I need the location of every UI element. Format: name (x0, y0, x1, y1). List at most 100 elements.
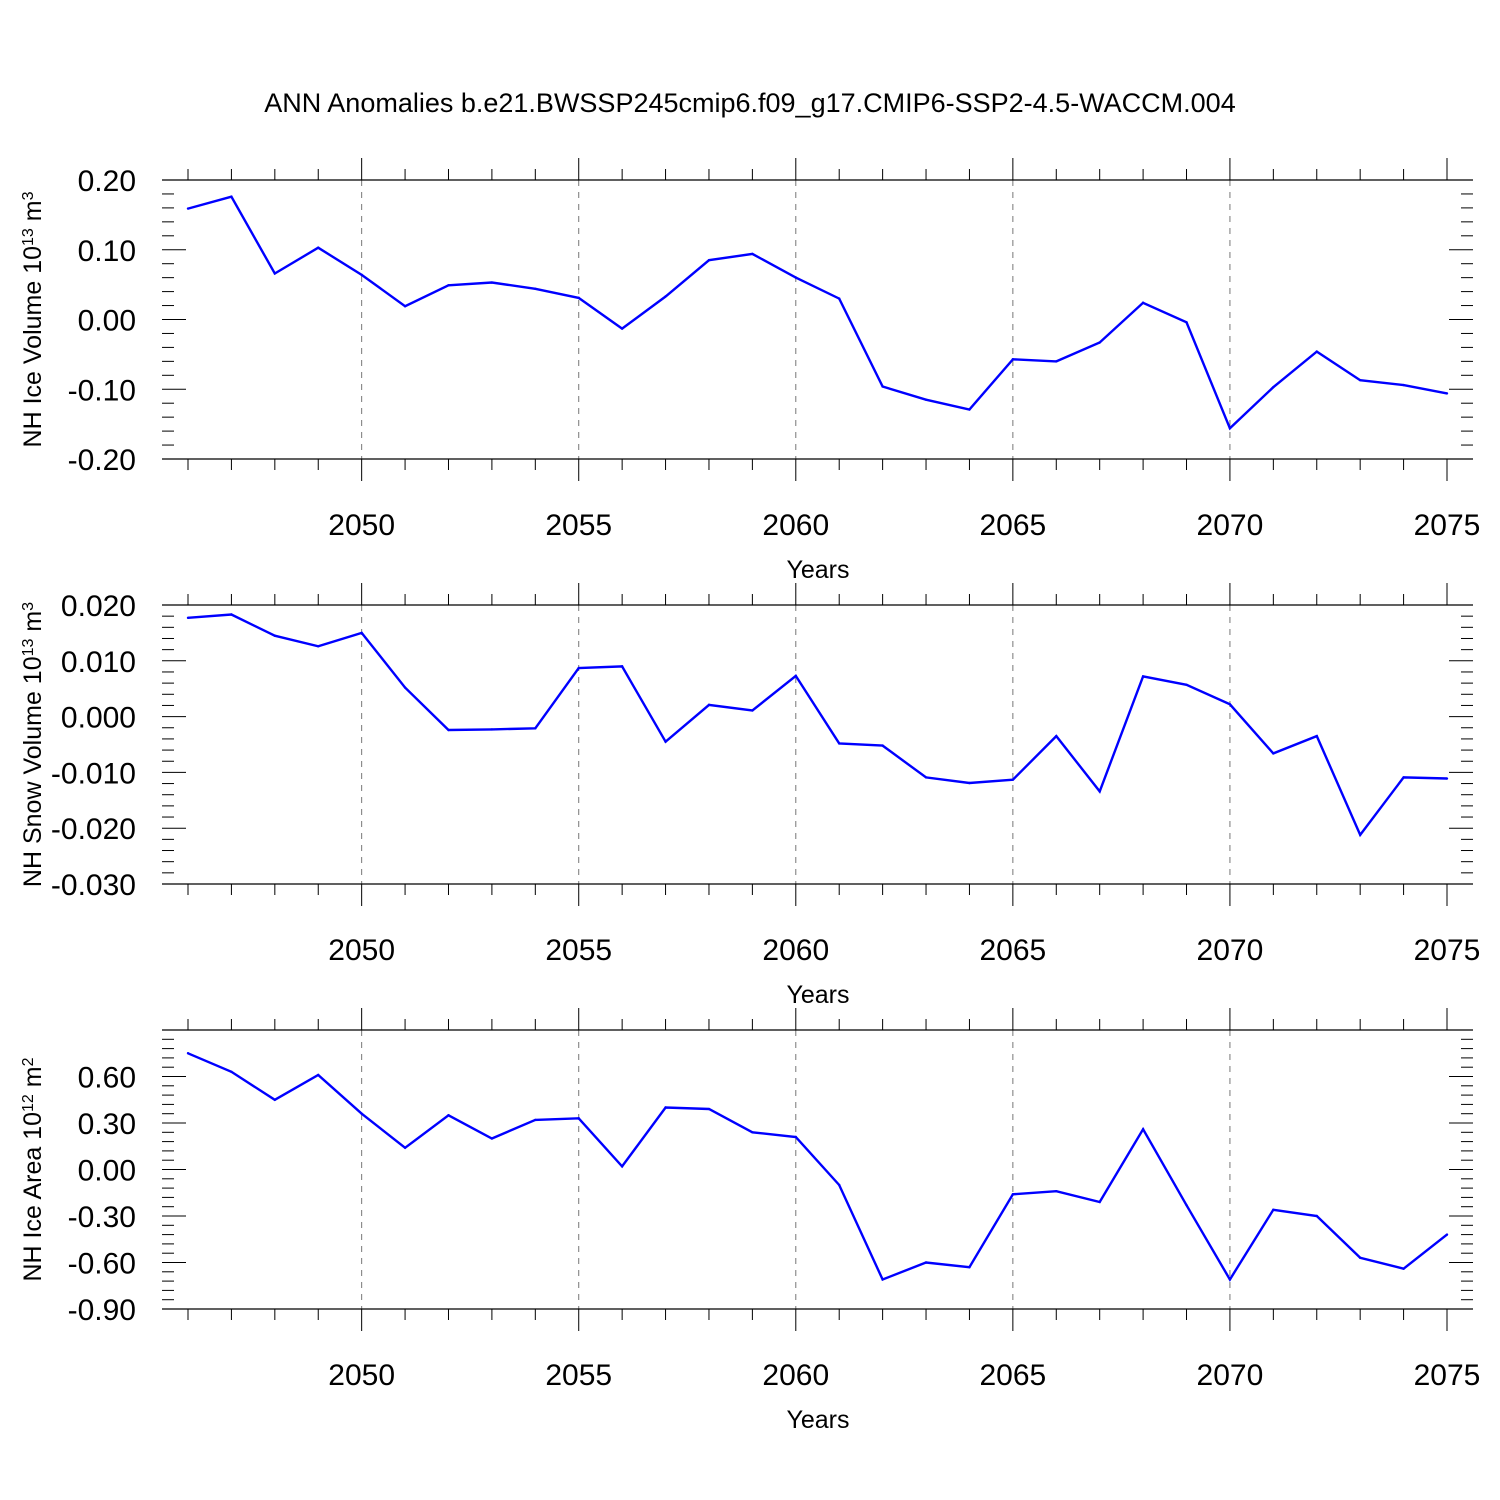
series-line (187, 613, 1448, 838)
data-point (1228, 703, 1232, 706)
data-point (1402, 1267, 1405, 1270)
x-tick-label: 2055 (545, 934, 612, 967)
y-tick-label: -0.30 (68, 1201, 136, 1234)
y-axis-label-superscript: 3 (20, 602, 37, 611)
y-axis-label-superscript: 13 (20, 228, 37, 246)
data-point (447, 1114, 450, 1117)
data-point (620, 327, 624, 330)
data-point (707, 703, 711, 707)
y-axis-label-superscript: 3 (20, 191, 37, 200)
x-tick-label: 2050 (328, 1359, 395, 1392)
data-point (577, 1117, 580, 1120)
data-point (403, 305, 407, 308)
data-point (360, 1112, 363, 1115)
y-tick-label: -0.90 (68, 1294, 136, 1327)
data-point (186, 207, 190, 210)
data-point (1272, 752, 1275, 755)
data-point (794, 276, 797, 279)
x-tick-label: 2050 (328, 509, 395, 542)
y-axis-label-part: NH Ice Volume 10 (19, 246, 47, 448)
data-point (968, 781, 971, 785)
data-point (317, 1073, 320, 1077)
data-point (186, 616, 190, 620)
data-point (360, 273, 363, 277)
data-point (273, 1098, 277, 1101)
y-axis-label-part: m (19, 1066, 47, 1094)
y-axis-label-part: m (19, 611, 47, 639)
data-point (577, 666, 580, 670)
data-point (273, 272, 277, 275)
data-point (1141, 675, 1145, 678)
data-point (230, 613, 233, 616)
x-tick-label: 2065 (979, 934, 1046, 967)
data-point (447, 284, 450, 287)
panel-1: -0.20 -0.10 0.00 0.10 0.20 2050 2055 2060 2065 20… (19, 158, 1480, 584)
data-point (838, 1183, 841, 1187)
data-point (1098, 790, 1101, 793)
data-point (838, 742, 841, 745)
data-point (534, 1118, 537, 1122)
data-point (1011, 778, 1015, 781)
data-point (1185, 1203, 1188, 1207)
data-point (881, 385, 884, 388)
data-point (1315, 1214, 1318, 1218)
y-tick-label: 0.000 (61, 702, 136, 735)
x-tick-label: 2065 (979, 1359, 1046, 1392)
data-point (794, 1135, 797, 1139)
data-point (1445, 1233, 1449, 1236)
data-point (838, 297, 841, 300)
data-point (664, 295, 667, 298)
data-point (1402, 383, 1405, 387)
y-tick-label: -0.20 (68, 444, 136, 477)
data-point (1098, 1200, 1101, 1204)
data-point (1055, 360, 1058, 363)
data-point (1055, 1190, 1058, 1193)
data-point (881, 744, 884, 747)
data-point (751, 252, 754, 256)
x-tick-label: 2070 (1197, 509, 1264, 542)
data-point (794, 674, 797, 678)
data-point (403, 1146, 407, 1150)
data-point (1228, 427, 1232, 430)
data-point (490, 728, 494, 731)
data-point (924, 398, 928, 401)
data-point (490, 281, 494, 284)
data-point (968, 408, 971, 411)
data-point (360, 631, 363, 635)
y-axis-label-part: NH Ice Area 10 (19, 1112, 47, 1282)
y-axis-label: NH Snow Volume 1013 m3 (19, 602, 47, 887)
data-point (1011, 1193, 1015, 1196)
figure-title: ANN Anomalies b.e21.BWSSP245cmip6.f09_g1… (264, 88, 1236, 118)
data-point (620, 665, 624, 668)
x-tick-label: 2075 (1414, 1359, 1481, 1392)
data-point (924, 1261, 928, 1264)
x-tick-label: 2050 (328, 934, 395, 967)
data-point (403, 686, 407, 689)
x-tick-label: 2075 (1414, 509, 1481, 542)
y-axis-label-superscript: 2 (20, 1057, 37, 1066)
series-line (187, 1052, 1448, 1282)
y-tick-label: 0.00 (78, 1155, 136, 1188)
data-point (968, 1265, 971, 1269)
data-point (707, 259, 711, 262)
x-tick-label: 2070 (1197, 1359, 1264, 1392)
y-tick-label: 0.60 (78, 1062, 136, 1095)
data-point (1185, 683, 1188, 686)
data-point (881, 1278, 884, 1281)
data-point (1098, 341, 1101, 344)
x-tick-label: 2065 (979, 509, 1046, 542)
x-axis-label: Years (786, 981, 849, 1009)
y-tick-label: 0.00 (78, 305, 136, 338)
panel-3: -0.90 -0.60 -0.30 0.00 0.30 0.60 2050 2055 2060 2… (19, 1008, 1480, 1434)
data-point (447, 728, 450, 732)
y-axis-label-superscript: 12 (20, 1094, 37, 1112)
data-point (1445, 392, 1449, 395)
y-tick-label: 0.010 (61, 646, 136, 679)
data-point (620, 1165, 624, 1168)
data-point (490, 1137, 494, 1140)
data-point (1358, 833, 1362, 837)
data-point (534, 287, 537, 291)
data-point (1358, 378, 1362, 382)
x-axis-label: Years (786, 556, 849, 584)
